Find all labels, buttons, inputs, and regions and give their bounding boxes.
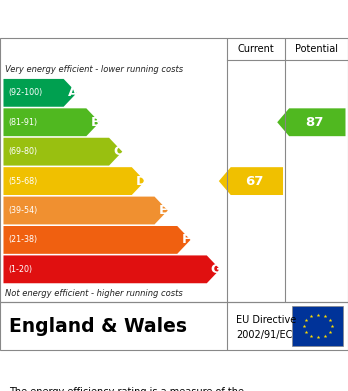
Polygon shape	[3, 255, 220, 283]
Text: E: E	[159, 204, 168, 217]
Text: C: C	[113, 145, 123, 158]
Text: England & Wales: England & Wales	[9, 316, 187, 335]
Text: (39-54): (39-54)	[9, 206, 38, 215]
Polygon shape	[3, 79, 77, 107]
Text: (92-100): (92-100)	[9, 88, 43, 97]
Text: B: B	[90, 116, 101, 129]
Text: (81-91): (81-91)	[9, 118, 38, 127]
Text: Current: Current	[238, 44, 275, 54]
Text: D: D	[135, 175, 147, 188]
Polygon shape	[3, 197, 168, 224]
Polygon shape	[3, 138, 122, 165]
Text: Very energy efficient - lower running costs: Very energy efficient - lower running co…	[5, 65, 183, 74]
Polygon shape	[3, 167, 145, 195]
Text: (69-80): (69-80)	[9, 147, 38, 156]
Text: Not energy efficient - higher running costs: Not energy efficient - higher running co…	[5, 289, 183, 298]
Polygon shape	[3, 226, 190, 254]
Text: 2002/91/EC: 2002/91/EC	[236, 330, 292, 340]
Text: Energy Efficiency Rating: Energy Efficiency Rating	[9, 10, 238, 28]
Text: 87: 87	[306, 116, 324, 129]
Text: A: A	[68, 86, 78, 99]
Text: The energy efficiency rating is a measure of the
overall efficiency of a home. T: The energy efficiency rating is a measur…	[9, 387, 274, 391]
Polygon shape	[219, 167, 283, 195]
Text: Potential: Potential	[295, 44, 338, 54]
Text: (21-38): (21-38)	[9, 235, 38, 244]
Text: (55-68): (55-68)	[9, 177, 38, 186]
Text: G: G	[211, 263, 221, 276]
Polygon shape	[277, 108, 346, 136]
Text: 67: 67	[245, 175, 263, 188]
Bar	[292, 306, 343, 346]
Text: F: F	[182, 233, 191, 246]
Text: (1-20): (1-20)	[9, 265, 33, 274]
Text: EU Directive: EU Directive	[236, 315, 296, 325]
Polygon shape	[3, 108, 100, 136]
